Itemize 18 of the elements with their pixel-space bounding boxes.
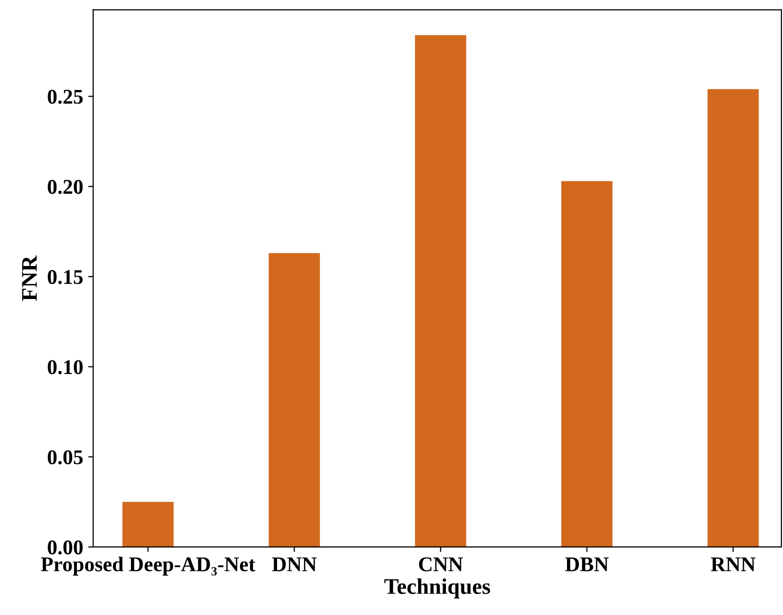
bar: [268, 253, 320, 547]
y-axis-title: FNR: [22, 255, 37, 301]
x-axis-title: Techniques: [384, 578, 490, 599]
y-tick-label: 0.05: [48, 450, 83, 464]
bar: [708, 89, 759, 547]
x-tick-label: Proposed Deep-AD₃-Net: [41, 556, 256, 576]
y-tick-label: 0.00: [48, 540, 83, 555]
bar: [414, 35, 466, 547]
x-tick-label: DBN: [565, 558, 609, 572]
x-tick-label: DNN: [272, 558, 317, 572]
x-tick-label: RNN: [710, 558, 756, 572]
y-tick-label: 0.20: [48, 180, 83, 194]
y-tick-label: 0.25: [48, 90, 83, 104]
bar: [561, 181, 612, 547]
bar: [122, 502, 174, 547]
y-tick-label: 0.10: [48, 360, 83, 374]
y-tick-label: 0.15: [48, 270, 83, 284]
x-tick-label: CNN: [419, 557, 463, 572]
